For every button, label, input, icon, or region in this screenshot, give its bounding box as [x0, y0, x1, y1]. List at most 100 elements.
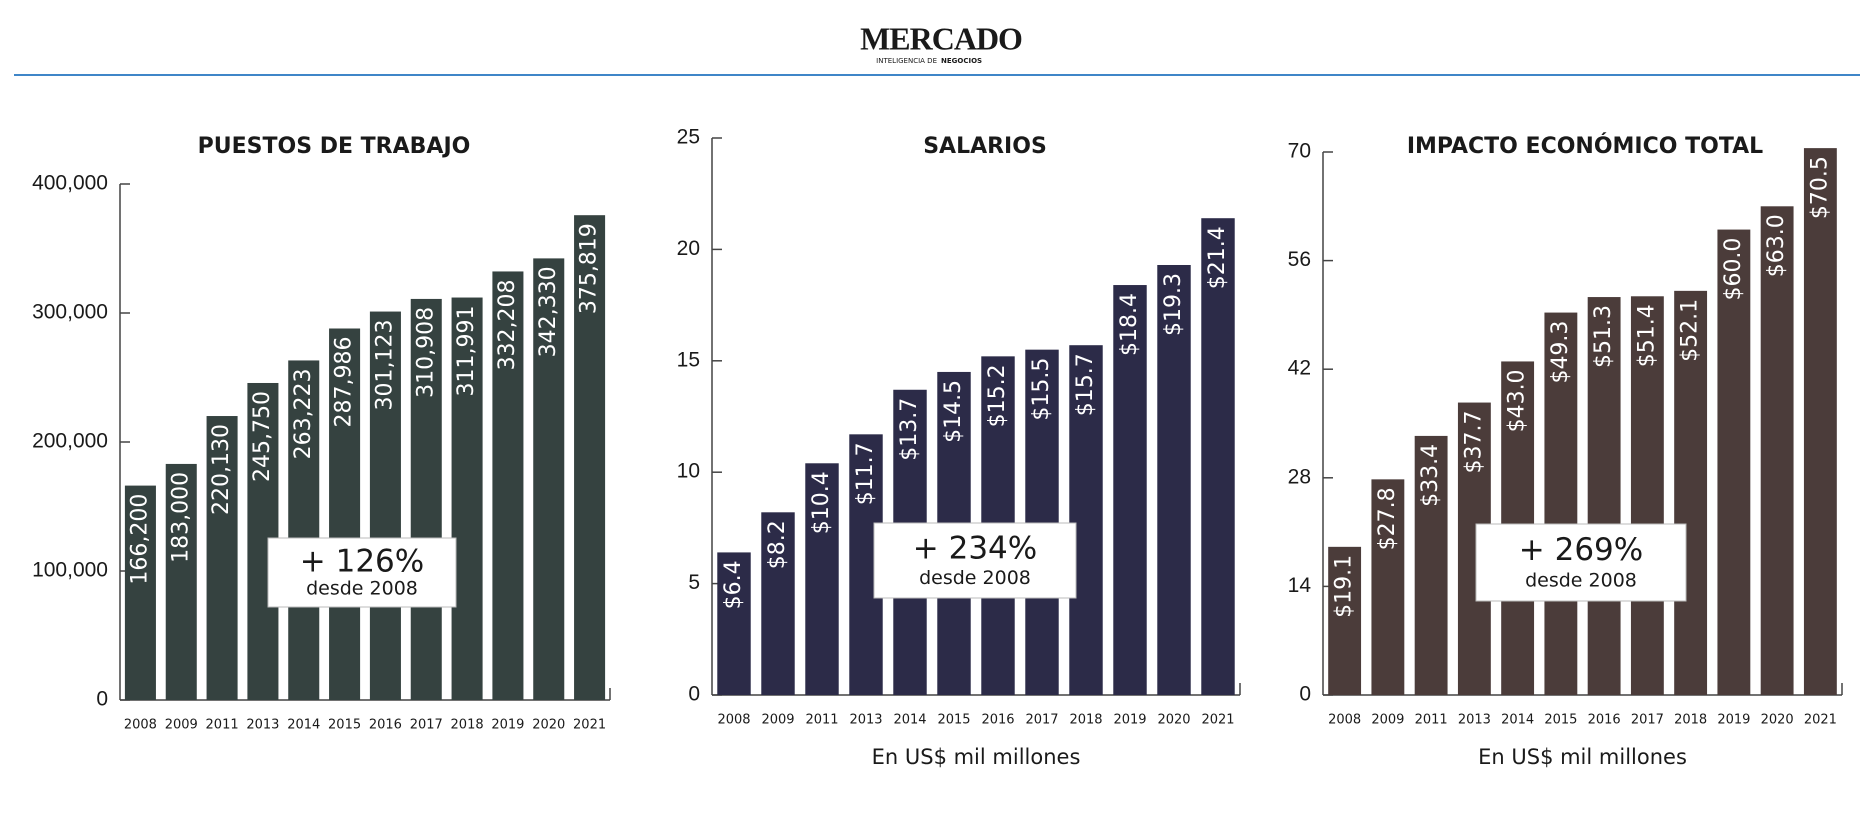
- y-tick-label: 56: [1288, 248, 1311, 271]
- x-tick-label: 2018: [1069, 713, 1102, 728]
- bar: [124, 485, 156, 700]
- annotation-subtext: desde 2008: [306, 578, 418, 600]
- x-tick-label: 2020: [532, 718, 565, 733]
- value-label: 310,908: [413, 307, 438, 398]
- x-tick-label: 2021: [573, 718, 606, 733]
- value-label: 263,223: [291, 368, 316, 459]
- y-tick-label: 0: [1299, 683, 1311, 706]
- x-tick-label: 2021: [1201, 713, 1234, 728]
- bar: [1674, 290, 1708, 695]
- x-tick-label: 2013: [1458, 713, 1491, 728]
- bar: [1113, 285, 1147, 695]
- x-tick-label: 2020: [1761, 713, 1794, 728]
- bar: [165, 463, 197, 700]
- x-tick-label: 2014: [893, 713, 926, 728]
- x-tick-label: 2014: [287, 718, 320, 733]
- value-label: $52.1: [1678, 299, 1703, 362]
- value-label: $13.7: [897, 398, 922, 461]
- x-tick-label: 2016: [369, 718, 402, 733]
- x-tick-label: 2008: [1328, 713, 1361, 728]
- annotation-box: [1475, 523, 1687, 602]
- value-label: $11.7: [853, 442, 878, 505]
- value-label: 301,123: [372, 320, 397, 411]
- y-tick-label: 300,000: [32, 301, 108, 324]
- tagline-bold: NEGOCIOS: [941, 57, 982, 65]
- x-tick-label: 2015: [328, 718, 361, 733]
- chart-title: SALARIOS: [923, 134, 1047, 159]
- x-tick-label: 2017: [410, 718, 443, 733]
- value-label: $19.3: [1161, 273, 1186, 336]
- x-tick-label: 2014: [1501, 713, 1534, 728]
- value-label: 332,208: [495, 279, 520, 370]
- bar: [288, 360, 320, 700]
- bar: [1630, 296, 1664, 695]
- bar: [1157, 264, 1191, 695]
- value-label: 166,200: [127, 494, 152, 585]
- bar: [492, 271, 524, 700]
- bar: [1803, 148, 1837, 695]
- bar: [1371, 479, 1405, 695]
- value-label: $15.5: [1029, 358, 1054, 421]
- value-label: $10.4: [809, 471, 834, 534]
- value-label: $37.7: [1461, 411, 1486, 474]
- x-tick-label: 2020: [1157, 713, 1190, 728]
- x-tick-label: 2013: [246, 718, 279, 733]
- x-tick-label: 2015: [1544, 713, 1577, 728]
- bar: [1544, 312, 1578, 695]
- value-label: $19.1: [1332, 555, 1357, 618]
- value-label: $70.5: [1807, 156, 1832, 219]
- y-tick-label: 0: [96, 688, 108, 711]
- value-label: $49.3: [1548, 321, 1573, 384]
- value-label: $21.4: [1205, 226, 1230, 289]
- bar: [451, 297, 483, 700]
- bar: [1717, 229, 1751, 696]
- x-tick-label: 2019: [1717, 713, 1750, 728]
- x-axis-label: En US$ mil millones: [1478, 745, 1687, 769]
- bar: [533, 258, 565, 700]
- y-tick-label: 28: [1288, 465, 1311, 488]
- bar: [206, 416, 238, 700]
- tagline: INTELIGENCIA DE: [876, 57, 937, 65]
- bar: [761, 512, 795, 695]
- annotation-text: + 269%: [1519, 532, 1643, 568]
- bar: [1760, 206, 1794, 696]
- value-label: $51.4: [1634, 304, 1659, 367]
- x-axis-label: En US$ mil millones: [872, 745, 1081, 769]
- value-label: $8.2: [765, 520, 790, 569]
- bar: [805, 463, 839, 695]
- y-tick-label: 25: [677, 126, 700, 149]
- annotation-subtext: desde 2008: [1525, 569, 1637, 591]
- bar: [1414, 435, 1448, 695]
- x-tick-label: 2009: [761, 713, 794, 728]
- bar: [717, 552, 751, 695]
- value-label: $15.7: [1073, 353, 1098, 416]
- x-tick-label: 2017: [1631, 713, 1664, 728]
- x-tick-label: 2013: [849, 713, 882, 728]
- y-tick-label: 42: [1288, 357, 1311, 380]
- bar: [410, 298, 442, 700]
- value-label: $33.4: [1418, 444, 1443, 507]
- y-tick-label: 15: [677, 348, 700, 371]
- bar: [1069, 345, 1103, 695]
- bar: [1587, 297, 1621, 695]
- bar: [369, 311, 401, 700]
- value-label: $18.4: [1117, 293, 1142, 356]
- chart-title: PUESTOS DE TRABAJO: [198, 134, 471, 159]
- y-tick-label: 100,000: [32, 559, 108, 582]
- y-tick-label: 14: [1288, 574, 1312, 597]
- x-tick-label: 2011: [805, 713, 838, 728]
- value-label: 342,330: [536, 266, 561, 357]
- value-label: 287,986: [332, 336, 357, 427]
- value-label: $43.0: [1505, 369, 1530, 432]
- annotation-subtext: desde 2008: [919, 567, 1031, 589]
- x-tick-label: 2019: [1113, 713, 1146, 728]
- value-label: $63.0: [1764, 214, 1789, 277]
- y-tick-label: 10: [677, 460, 700, 483]
- y-tick-label: 400,000: [32, 172, 108, 195]
- chart-title: IMPACTO ECONÓMICO TOTAL: [1407, 133, 1763, 159]
- value-label: 311,991: [454, 306, 479, 397]
- y-tick-label: 0: [688, 683, 700, 706]
- x-tick-label: 2019: [491, 718, 524, 733]
- value-label: 245,750: [250, 391, 275, 482]
